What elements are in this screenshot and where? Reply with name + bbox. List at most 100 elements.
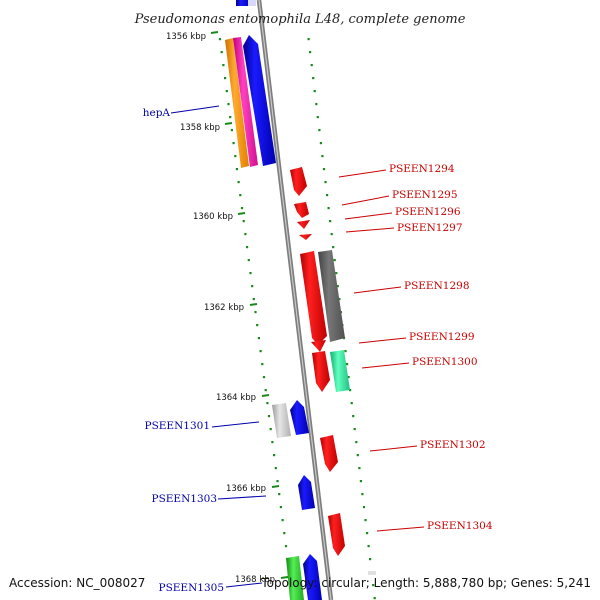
gene-feature-hepA[interactable] bbox=[243, 35, 276, 166]
gene-label-PSEEN1299[interactable]: PSEEN1299 bbox=[409, 331, 475, 343]
gene-feature[interactable] bbox=[236, 0, 250, 6]
inner-track-dot bbox=[274, 467, 277, 470]
outer-track-dot bbox=[355, 441, 358, 444]
gene-label-PSEEN1304[interactable]: PSEEN1304 bbox=[427, 520, 493, 532]
inner-track-dot bbox=[262, 376, 266, 379]
outer-track-dot bbox=[336, 285, 339, 288]
gene-feature[interactable] bbox=[368, 571, 376, 575]
gene-label-hepA[interactable]: hepA bbox=[143, 107, 171, 119]
gene-feature-PSEEN1299[interactable] bbox=[311, 340, 326, 352]
leader-line bbox=[353, 286, 402, 294]
gene-feature-PSEEN1295[interactable] bbox=[294, 202, 309, 218]
gene-label-PSEEN1301[interactable]: PSEEN1301 bbox=[145, 420, 211, 432]
outer-track-dot bbox=[321, 155, 324, 158]
inner-track-dot bbox=[269, 428, 272, 431]
gene-label-PSEEN1303[interactable]: PSEEN1303 bbox=[152, 493, 218, 505]
gene-feature[interactable] bbox=[248, 0, 256, 6]
outer-track-dot bbox=[358, 467, 361, 470]
outer-track-dot bbox=[361, 493, 364, 496]
inner-track-dot bbox=[251, 285, 254, 288]
gene-label-PSEEN1302[interactable]: PSEEN1302 bbox=[420, 439, 486, 451]
inner-track-dot bbox=[264, 389, 267, 392]
outer-track-dot bbox=[322, 168, 326, 171]
gene-feature-PSEEN1302[interactable] bbox=[320, 435, 338, 472]
gene-feature-PSEEN1297[interactable] bbox=[299, 234, 312, 240]
inner-track-dot bbox=[235, 168, 238, 171]
tick-label-1368: 1368 kbp bbox=[235, 575, 275, 585]
gene-feature-PSEEN1304[interactable] bbox=[328, 513, 345, 556]
tick-label-1360: 1360 kbp bbox=[193, 212, 233, 222]
inner-track-dot bbox=[237, 181, 240, 184]
outer-track-dot bbox=[319, 142, 322, 145]
leader-line bbox=[341, 195, 390, 206]
outer-track-dot bbox=[318, 129, 321, 132]
gene-feature-PSEEN1298[interactable] bbox=[318, 250, 345, 342]
gene-label-PSEEN1296[interactable]: PSEEN1296 bbox=[395, 206, 461, 218]
inner-track-dot bbox=[254, 311, 257, 314]
gene-feature-teal[interactable] bbox=[330, 350, 350, 392]
leader-line bbox=[358, 337, 407, 344]
inner-track-dot bbox=[283, 532, 286, 535]
outer-track-dot bbox=[344, 350, 347, 353]
outer-track-dot bbox=[362, 506, 366, 509]
leader-line bbox=[344, 212, 393, 220]
gene-label-PSEEN1300[interactable]: PSEEN1300 bbox=[412, 356, 478, 368]
outer-track-dot bbox=[364, 519, 367, 522]
gene-label-PSEEN1298[interactable]: PSEEN1298 bbox=[404, 280, 470, 292]
gene-feature-PSEEN1301[interactable] bbox=[290, 400, 309, 435]
tick-label-1364: 1364 kbp bbox=[216, 393, 256, 403]
gene-feature-PSEEN1305[interactable] bbox=[303, 554, 322, 600]
gene-label-PSEEN1295[interactable]: PSEEN1295 bbox=[392, 189, 458, 201]
outer-track-dot bbox=[353, 428, 356, 431]
inner-track-dot bbox=[279, 506, 282, 509]
gene-feature-PSEEN1303[interactable] bbox=[298, 475, 315, 510]
gene-feature-red-large[interactable] bbox=[300, 251, 327, 345]
gene-feature-orange[interactable] bbox=[225, 38, 249, 168]
gene-feature-PSEEN1296[interactable] bbox=[297, 220, 310, 229]
leader-line bbox=[345, 227, 395, 233]
inner-track-dot bbox=[240, 207, 244, 210]
outer-track-dot bbox=[326, 194, 329, 197]
outer-track-dot bbox=[347, 376, 350, 379]
outer-track-dot bbox=[315, 103, 318, 106]
inner-track-dot bbox=[261, 363, 264, 366]
gene-feature-PSEEN1300[interactable] bbox=[312, 351, 330, 392]
outer-track-dot bbox=[350, 402, 353, 405]
inner-track-dot bbox=[249, 272, 252, 275]
gene-feature-PSEEN1294[interactable] bbox=[290, 167, 307, 196]
accession-text: Accession: NC_008027 bbox=[9, 576, 145, 590]
outer-track-dot bbox=[346, 363, 349, 366]
inner-track-dot bbox=[271, 441, 274, 444]
outer-track-dot bbox=[338, 298, 341, 301]
genome-summary-text: Topology: circular; Length: 5,888,780 bp… bbox=[260, 576, 591, 590]
inner-track-dot bbox=[247, 259, 250, 262]
gene-label-PSEEN1305[interactable]: PSEEN1305 bbox=[159, 582, 225, 594]
gene-feature-lightgray[interactable] bbox=[272, 403, 291, 438]
inner-track-dot bbox=[257, 337, 260, 340]
leader-line bbox=[217, 495, 267, 500]
leader-line bbox=[211, 421, 260, 428]
outer-track-dot bbox=[349, 389, 352, 392]
inner-track-dot bbox=[218, 38, 222, 41]
inner-track-dot bbox=[259, 350, 262, 353]
inner-track-dot bbox=[276, 480, 279, 483]
leader-line bbox=[338, 169, 387, 178]
outer-track-dot bbox=[307, 38, 310, 41]
gene-feature-green[interactable] bbox=[286, 556, 304, 600]
gene-label-PSEEN1297[interactable]: PSEEN1297 bbox=[397, 222, 463, 234]
tick-label-1356: 1356 kbp bbox=[166, 32, 206, 42]
inner-track-dot bbox=[246, 246, 249, 249]
inner-track-dot bbox=[224, 77, 227, 80]
inner-track-dot bbox=[273, 454, 276, 457]
inner-track-dot bbox=[225, 90, 228, 93]
gene-label-PSEEN1294[interactable]: PSEEN1294 bbox=[389, 163, 455, 175]
outer-track-dot bbox=[309, 51, 312, 54]
inner-track-dot bbox=[232, 142, 235, 145]
inner-track-dot bbox=[227, 103, 230, 106]
outer-track-dot bbox=[369, 558, 372, 561]
inner-track-dot bbox=[230, 129, 233, 132]
gene-feature-pink[interactable] bbox=[233, 37, 258, 167]
leader-line bbox=[369, 445, 418, 452]
